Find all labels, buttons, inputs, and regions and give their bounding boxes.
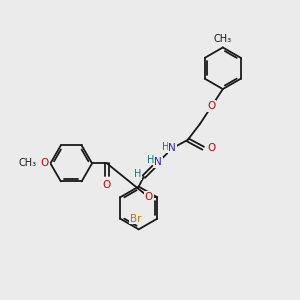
Text: H: H xyxy=(147,154,154,164)
Text: O: O xyxy=(145,192,153,202)
Text: Br: Br xyxy=(130,214,142,224)
Text: H: H xyxy=(134,169,141,179)
Text: N: N xyxy=(168,143,176,153)
Text: N: N xyxy=(154,158,162,167)
Text: O: O xyxy=(208,143,216,153)
Text: O: O xyxy=(41,158,49,168)
Text: O: O xyxy=(103,180,111,190)
Text: H: H xyxy=(162,142,169,152)
Text: O: O xyxy=(207,101,216,111)
Text: CH₃: CH₃ xyxy=(214,34,232,44)
Text: CH₃: CH₃ xyxy=(19,158,37,168)
